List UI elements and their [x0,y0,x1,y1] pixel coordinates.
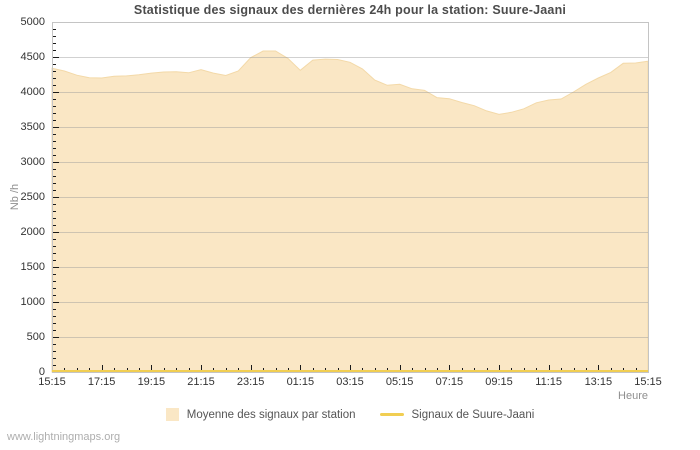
x-tick-label: 03:15 [336,376,364,388]
y-tick-label: 3500 [20,120,45,133]
y-tick-label: 1500 [20,260,45,273]
y-tick-label: 1000 [20,295,45,308]
y-tick-label: 2500 [20,190,45,203]
area-series-moyenne [51,50,649,373]
x-tick-label: 15:15 [38,376,66,388]
x-tick-label: 01:15 [286,376,315,388]
legend-label-line-series: Signaux de Suure-Jaani [411,408,535,421]
plot-border [52,22,649,373]
legend-line-swatch-icon [379,413,404,416]
x-tick-label: 11:15 [535,376,563,388]
chart-title: Statistique des signaux des dernières 24… [133,3,567,17]
x-tick-label: 15:15 [634,376,662,388]
legend-area-swatch-icon [165,408,179,421]
y-tick-label: 4500 [20,50,45,63]
y-tick-label: 4000 [20,85,45,98]
y-tick-label: 5000 [20,15,45,28]
x-tick-label: 21:15 [187,376,215,388]
y-tick-label: 0 [38,365,45,378]
legend: Moyenne des signaux par station Signaux … [0,408,700,421]
x-tick-label: 23:15 [236,376,265,388]
x-tick-label: 07:15 [435,376,464,388]
x-tick-label: 09:15 [485,376,513,388]
y-axis-title: Nb /h [9,183,21,211]
x-tick-label: 17:15 [87,376,116,388]
y-tick-label: 3000 [20,155,45,168]
x-axis-title: Heure [618,390,648,402]
x-tick-label: 05:15 [385,376,414,388]
watermark-link[interactable]: www.lightningmaps.org [7,431,121,443]
x-tick-label: 13:15 [584,376,613,388]
x-tick-label: 19:15 [137,376,166,388]
legend-label-area-series: Moyenne des signaux par station [186,408,356,421]
y-tick-label: 500 [26,330,45,343]
y-tick-label: 2000 [20,225,45,238]
